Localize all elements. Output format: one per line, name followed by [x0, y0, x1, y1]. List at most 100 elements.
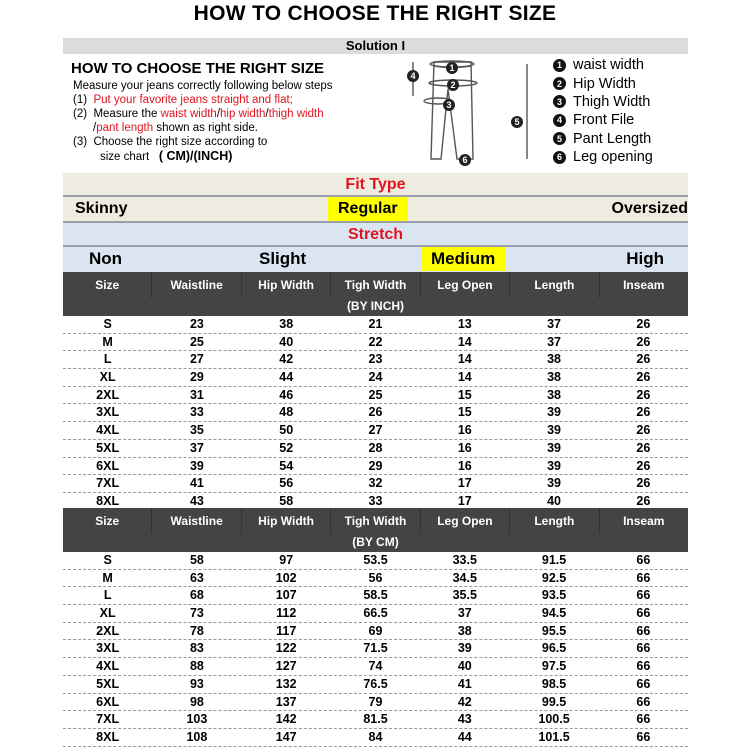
- value-cell: 39: [547, 458, 561, 473]
- value-cell: 66.5: [363, 606, 388, 621]
- value-cell: 95.5: [541, 623, 567, 638]
- value-cell: 66: [636, 570, 651, 585]
- size-cell: L: [103, 588, 112, 603]
- legend-label: Pant Length: [573, 130, 652, 147]
- size-cell: 8XL: [96, 493, 120, 508]
- value-cell: 23: [368, 352, 383, 367]
- table-row: 4XL 35 50 27 16 39 26: [63, 422, 688, 440]
- value-cell: 108: [186, 729, 208, 744]
- step-number: (3): [73, 136, 88, 148]
- value-cell: 40: [279, 334, 294, 349]
- size-cell: 5XL: [96, 440, 120, 455]
- value-cell: 94.5: [541, 606, 567, 621]
- value-cell: 33: [368, 493, 383, 508]
- value-cell: 14: [457, 334, 472, 349]
- value-cell: 56: [279, 476, 294, 491]
- inch-unit-label: (BY INCH): [346, 299, 405, 313]
- size-cell: 3XL: [96, 405, 120, 420]
- table-row: 3XL 33 48 26 15 39 26: [63, 404, 688, 423]
- size-cell: 4XL: [96, 659, 120, 674]
- value-cell: 37: [547, 334, 561, 349]
- value-cell: 81.5: [363, 712, 388, 727]
- table-row: 8XL 43 58 33 17 40 26: [63, 493, 688, 511]
- table-row: 3XL 83 122 71.5 39 96.5 66: [63, 640, 688, 659]
- value-cell: 38: [547, 370, 561, 385]
- value-cell: 26: [636, 405, 651, 420]
- table-row: 6XL 98 137 79 42 99.5 66: [63, 694, 688, 712]
- cm-table-header: Size Waistline Hip Width Tigh Width Leg Open…: [63, 508, 688, 552]
- value-cell: 23: [189, 317, 204, 331]
- table-row: 6XL 39 54 29 16 39 26: [63, 458, 688, 476]
- step-length: pant length: [96, 122, 154, 134]
- value-cell: 26: [368, 405, 383, 420]
- value-cell: 34.5: [452, 570, 477, 585]
- page-title: HOW TO CHOOSE THE RIGHT SIZE: [193, 2, 557, 25]
- value-cell: 122: [275, 641, 297, 656]
- inch-table-body: S 23 38 21 13 37 26 M 25 40 22 14 37 26 L 27 42 23 14 38 26 X…: [63, 316, 688, 511]
- value-cell: 96.5: [541, 641, 567, 656]
- step-waist: waist width: [160, 108, 217, 120]
- fit-option-regular: Regular: [328, 197, 408, 221]
- value-cell: 101.5: [538, 729, 570, 744]
- column-header: Waistline: [152, 508, 242, 534]
- table-row: XL 73 112 66.5 37 94.5 66: [63, 605, 688, 623]
- value-cell: 103: [186, 712, 208, 727]
- value-cell: 66: [636, 588, 651, 603]
- value-cell: 40: [547, 493, 561, 508]
- slash: /: [93, 122, 97, 134]
- table-row: XL 29 44 24 14 38 26: [63, 369, 688, 387]
- legend-label: Front File: [573, 112, 635, 129]
- stretch-option-non: Non: [89, 249, 123, 268]
- legend-item: 3 Thigh Width: [553, 93, 653, 111]
- value-cell: 98: [189, 694, 204, 709]
- value-cell: 26: [636, 476, 651, 491]
- value-cell: 102: [275, 570, 297, 585]
- value-cell: 24: [368, 370, 383, 385]
- value-cell: 39: [547, 476, 561, 491]
- value-cell: 66: [636, 553, 651, 567]
- value-cell: 15: [457, 387, 472, 402]
- value-cell: 97: [279, 553, 294, 567]
- value-cell: 147: [275, 729, 297, 744]
- value-cell: 66: [636, 676, 651, 691]
- size-cell: 7XL: [96, 476, 120, 491]
- value-cell: 74: [368, 659, 383, 674]
- column-header: Length: [510, 508, 600, 534]
- size-cell: 4XL: [96, 423, 120, 438]
- legend-item: 2 Hip Width: [553, 74, 653, 92]
- value-cell: 32: [368, 476, 383, 491]
- value-cell: 68: [189, 588, 204, 603]
- size-cell: XL: [99, 370, 116, 385]
- value-cell: 39: [457, 641, 472, 656]
- number-badge-icon: 1: [553, 58, 566, 72]
- value-cell: 99.5: [541, 694, 567, 709]
- value-cell: 25: [368, 387, 383, 402]
- step-3-cont: size chart ( CM)/(INCH): [100, 149, 232, 164]
- value-cell: 37: [189, 440, 204, 455]
- value-cell: 33: [189, 405, 204, 420]
- table-row: 5XL 93 132 76.5 41 98.5 66: [63, 676, 688, 694]
- value-cell: 98.5: [541, 676, 567, 691]
- value-cell: 63: [189, 570, 204, 585]
- value-cell: 117: [276, 623, 297, 638]
- value-cell: 66: [636, 694, 651, 709]
- column-header: Length: [510, 272, 600, 298]
- table-row: 7XL 103 142 81.5 43 100.5 66: [63, 711, 688, 729]
- value-cell: 38: [279, 317, 294, 331]
- size-cell: L: [103, 352, 112, 367]
- value-cell: 73: [189, 606, 204, 621]
- value-cell: 142: [275, 712, 297, 727]
- value-cell: 37: [547, 317, 561, 331]
- column-header: Size: [63, 508, 153, 534]
- number-badge-icon: 2: [553, 77, 566, 91]
- value-cell: 127: [275, 659, 297, 674]
- value-cell: 37: [457, 606, 472, 621]
- number-badge-icon: 6: [553, 150, 566, 164]
- column-header: Hip Width: [242, 272, 332, 298]
- svg-text:1: 1: [449, 63, 454, 73]
- size-cell: 3XL: [96, 641, 120, 656]
- legend-item: 6 Leg opening: [553, 148, 653, 166]
- step-hip: hip width: [220, 108, 266, 120]
- size-cell: 2XL: [96, 623, 120, 638]
- stretch-option-slight: Slight: [259, 249, 307, 268]
